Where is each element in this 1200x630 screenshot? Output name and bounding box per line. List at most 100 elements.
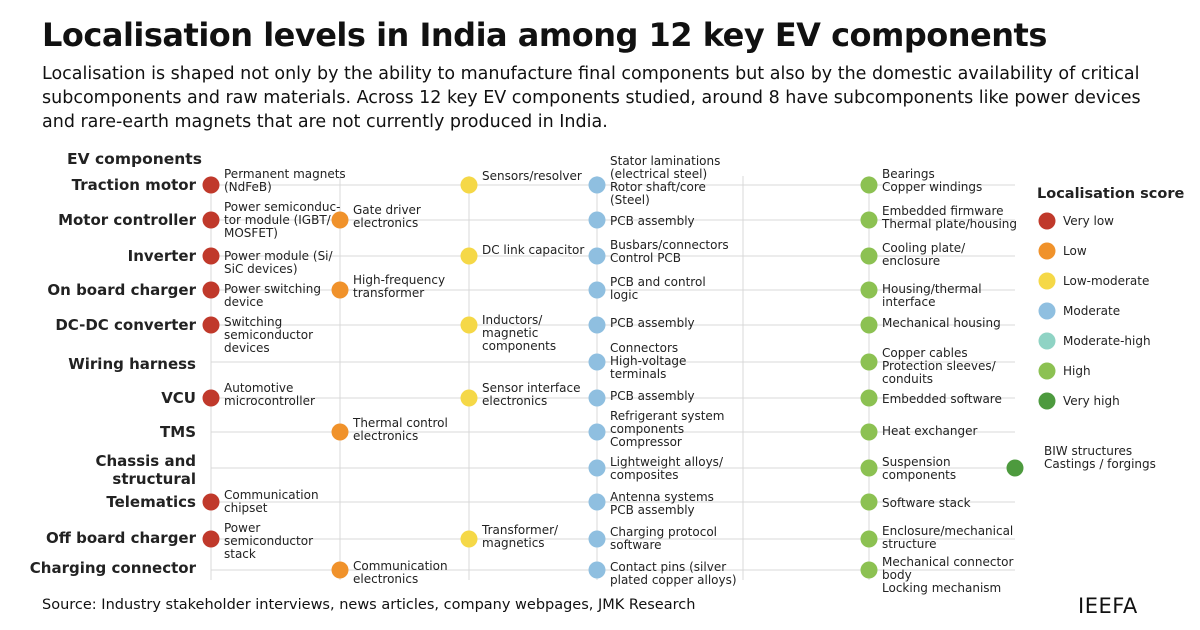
- score-marker-low-moderate: [460, 176, 478, 194]
- row-dc-dc-converter: DC-DC converter Switching semiconductor dev…: [55, 313, 1000, 355]
- score-marker-very-high: [1006, 459, 1024, 477]
- score-marker-moderate: [588, 530, 606, 548]
- score-marker-low-moderate: [460, 316, 478, 334]
- subcomponent-label: Sensor interface electronics: [482, 381, 580, 408]
- subcomponent-label: Cooling plate/enclosure: [882, 241, 966, 268]
- score-marker-moderate: [588, 176, 606, 194]
- legend-swatch-high: [1038, 362, 1056, 380]
- subcomponent-label: Charging protocol software: [610, 525, 717, 552]
- score-marker-moderate: [588, 493, 606, 511]
- subcomponent-label: Inductors/magnetic components: [482, 313, 556, 353]
- score-marker-moderate: [588, 423, 606, 441]
- subcomponent-label: PCB and control logic: [610, 275, 706, 302]
- subcomponent-label: PCB assembly: [610, 389, 695, 403]
- subcomponent-label: Housing/thermal interface: [882, 282, 982, 309]
- subcomponent-label: Suspension components: [882, 455, 956, 482]
- subcomponent-label: Transformer/magnetics: [481, 523, 559, 550]
- score-marker-high: [860, 493, 878, 511]
- legend-swatch-low: [1038, 242, 1056, 260]
- component-label: VCU: [161, 389, 196, 407]
- subcomponent-label: Bearings Copper windings: [882, 167, 982, 194]
- subcomponent-label: Software stack: [882, 496, 971, 510]
- component-label: TMS: [160, 423, 196, 441]
- score-marker-moderate: [588, 561, 606, 579]
- subcomponent-label: Power semiconduc-tor module (IGBT/MOSFET…: [224, 200, 340, 240]
- component-label: Motor controller: [58, 211, 197, 229]
- score-marker-high: [860, 211, 878, 229]
- score-marker-high: [860, 316, 878, 334]
- subcomponent-label: Communication electronics: [353, 559, 448, 586]
- subcomponent-label: DC link capacitor: [482, 243, 584, 257]
- score-marker-high: [860, 281, 878, 299]
- row-chassis-and-structural: Chassis and structural Lightweight alloys/…: [96, 444, 1156, 488]
- subcomponent-label: Automotive microcontroller: [224, 381, 315, 408]
- legend-label-moderate-high: Moderate-high: [1063, 334, 1151, 348]
- component-label: DC-DC converter: [55, 316, 196, 334]
- legend-label-very-low: Very low: [1063, 214, 1114, 228]
- component-label: On board charger: [47, 281, 196, 299]
- legend-swatch-very-high: [1038, 392, 1056, 410]
- score-marker-high: [860, 247, 878, 265]
- score-marker-very-low: [202, 530, 220, 548]
- component-label: Inverter: [128, 247, 197, 265]
- score-marker-very-low: [202, 211, 220, 229]
- subcomponent-label: Enclosure/mechanical structure: [882, 524, 1013, 551]
- score-marker-high: [860, 423, 878, 441]
- score-marker-very-low: [202, 316, 220, 334]
- score-marker-moderate: [588, 211, 606, 229]
- component-label: Charging connector: [30, 559, 197, 577]
- subcomponent-label: Copper cables Protection sleeves/conduits: [882, 346, 997, 386]
- score-marker-low-moderate: [460, 530, 478, 548]
- subcomponent-label: Power module (Si/SiC devices): [224, 249, 334, 276]
- legend-swatch-low-moderate: [1038, 272, 1056, 290]
- legend-swatch-very-low: [1038, 212, 1056, 230]
- score-marker-moderate: [588, 281, 606, 299]
- score-marker-moderate: [588, 247, 606, 265]
- subcomponent-label: PCB assembly: [610, 316, 695, 330]
- legend-label-very-high: Very high: [1063, 394, 1120, 408]
- subcomponent-label: Permanent magnets (NdFeB): [224, 167, 346, 194]
- legend-swatch-moderate: [1038, 302, 1056, 320]
- row-traction-motor: Traction motor Permanent magnets (NdFeB) Se…: [72, 154, 983, 207]
- score-marker-low-moderate: [460, 389, 478, 407]
- score-marker-low: [331, 281, 349, 299]
- subcomponent-label: Mechanical connector body Locking mechanis…: [882, 555, 1014, 595]
- score-marker-moderate: [588, 353, 606, 371]
- score-marker-very-low: [202, 247, 220, 265]
- subcomponent-label: Connectors High-voltage terminals: [610, 341, 686, 381]
- component-label: Traction motor: [72, 176, 197, 194]
- score-marker-very-low: [202, 176, 220, 194]
- legend-label-low-moderate: Low-moderate: [1063, 274, 1149, 288]
- subcomponent-label: PCB assembly: [610, 214, 695, 228]
- subcomponent-label: Gate driver electronics: [353, 203, 421, 230]
- subcomponent-label: Heat exchanger: [882, 424, 978, 438]
- score-marker-very-low: [202, 493, 220, 511]
- subcomponent-label: Power switching device: [224, 282, 321, 309]
- row-vcu: VCU Automotive microcontroller Sensor inter…: [161, 381, 1002, 408]
- subcomponent-label: Mechanical housing: [882, 316, 1001, 330]
- score-marker-low: [331, 211, 349, 229]
- legend-label-moderate: Moderate: [1063, 304, 1120, 318]
- subcomponent-label: Lightweight alloys/composites: [610, 455, 724, 482]
- row-inverter: Inverter Power module (Si/SiC devices) DC …: [128, 238, 967, 276]
- row-wiring-harness: Wiring harness Connectors High-voltage term…: [68, 341, 996, 386]
- score-marker-high: [860, 389, 878, 407]
- row-off-board-charger: Off board charger Power semiconductor stack…: [46, 521, 1013, 561]
- subcomponent-label: Communication chipset: [224, 488, 319, 515]
- row-tms: TMS Thermal control electronics Refrigerant…: [160, 409, 977, 449]
- score-marker-high: [860, 459, 878, 477]
- row-header: EV components: [67, 150, 202, 168]
- score-marker-high: [860, 530, 878, 548]
- score-marker-moderate: [588, 316, 606, 334]
- component-label: Telematics: [106, 493, 196, 511]
- legend-label-high: High: [1063, 364, 1091, 378]
- row-telematics: Telematics Communication chipset Antenna sy…: [106, 488, 970, 517]
- subcomponent-label: Thermal control electronics: [352, 416, 448, 443]
- score-marker-high: [860, 353, 878, 371]
- legend-swatch-moderate-high: [1038, 332, 1056, 350]
- score-marker-moderate: [588, 389, 606, 407]
- legend-title: Localisation score: [1037, 186, 1185, 202]
- source-note: Source: Industry stakeholder interviews,…: [42, 597, 696, 613]
- component-label: Chassis and structural: [96, 452, 197, 488]
